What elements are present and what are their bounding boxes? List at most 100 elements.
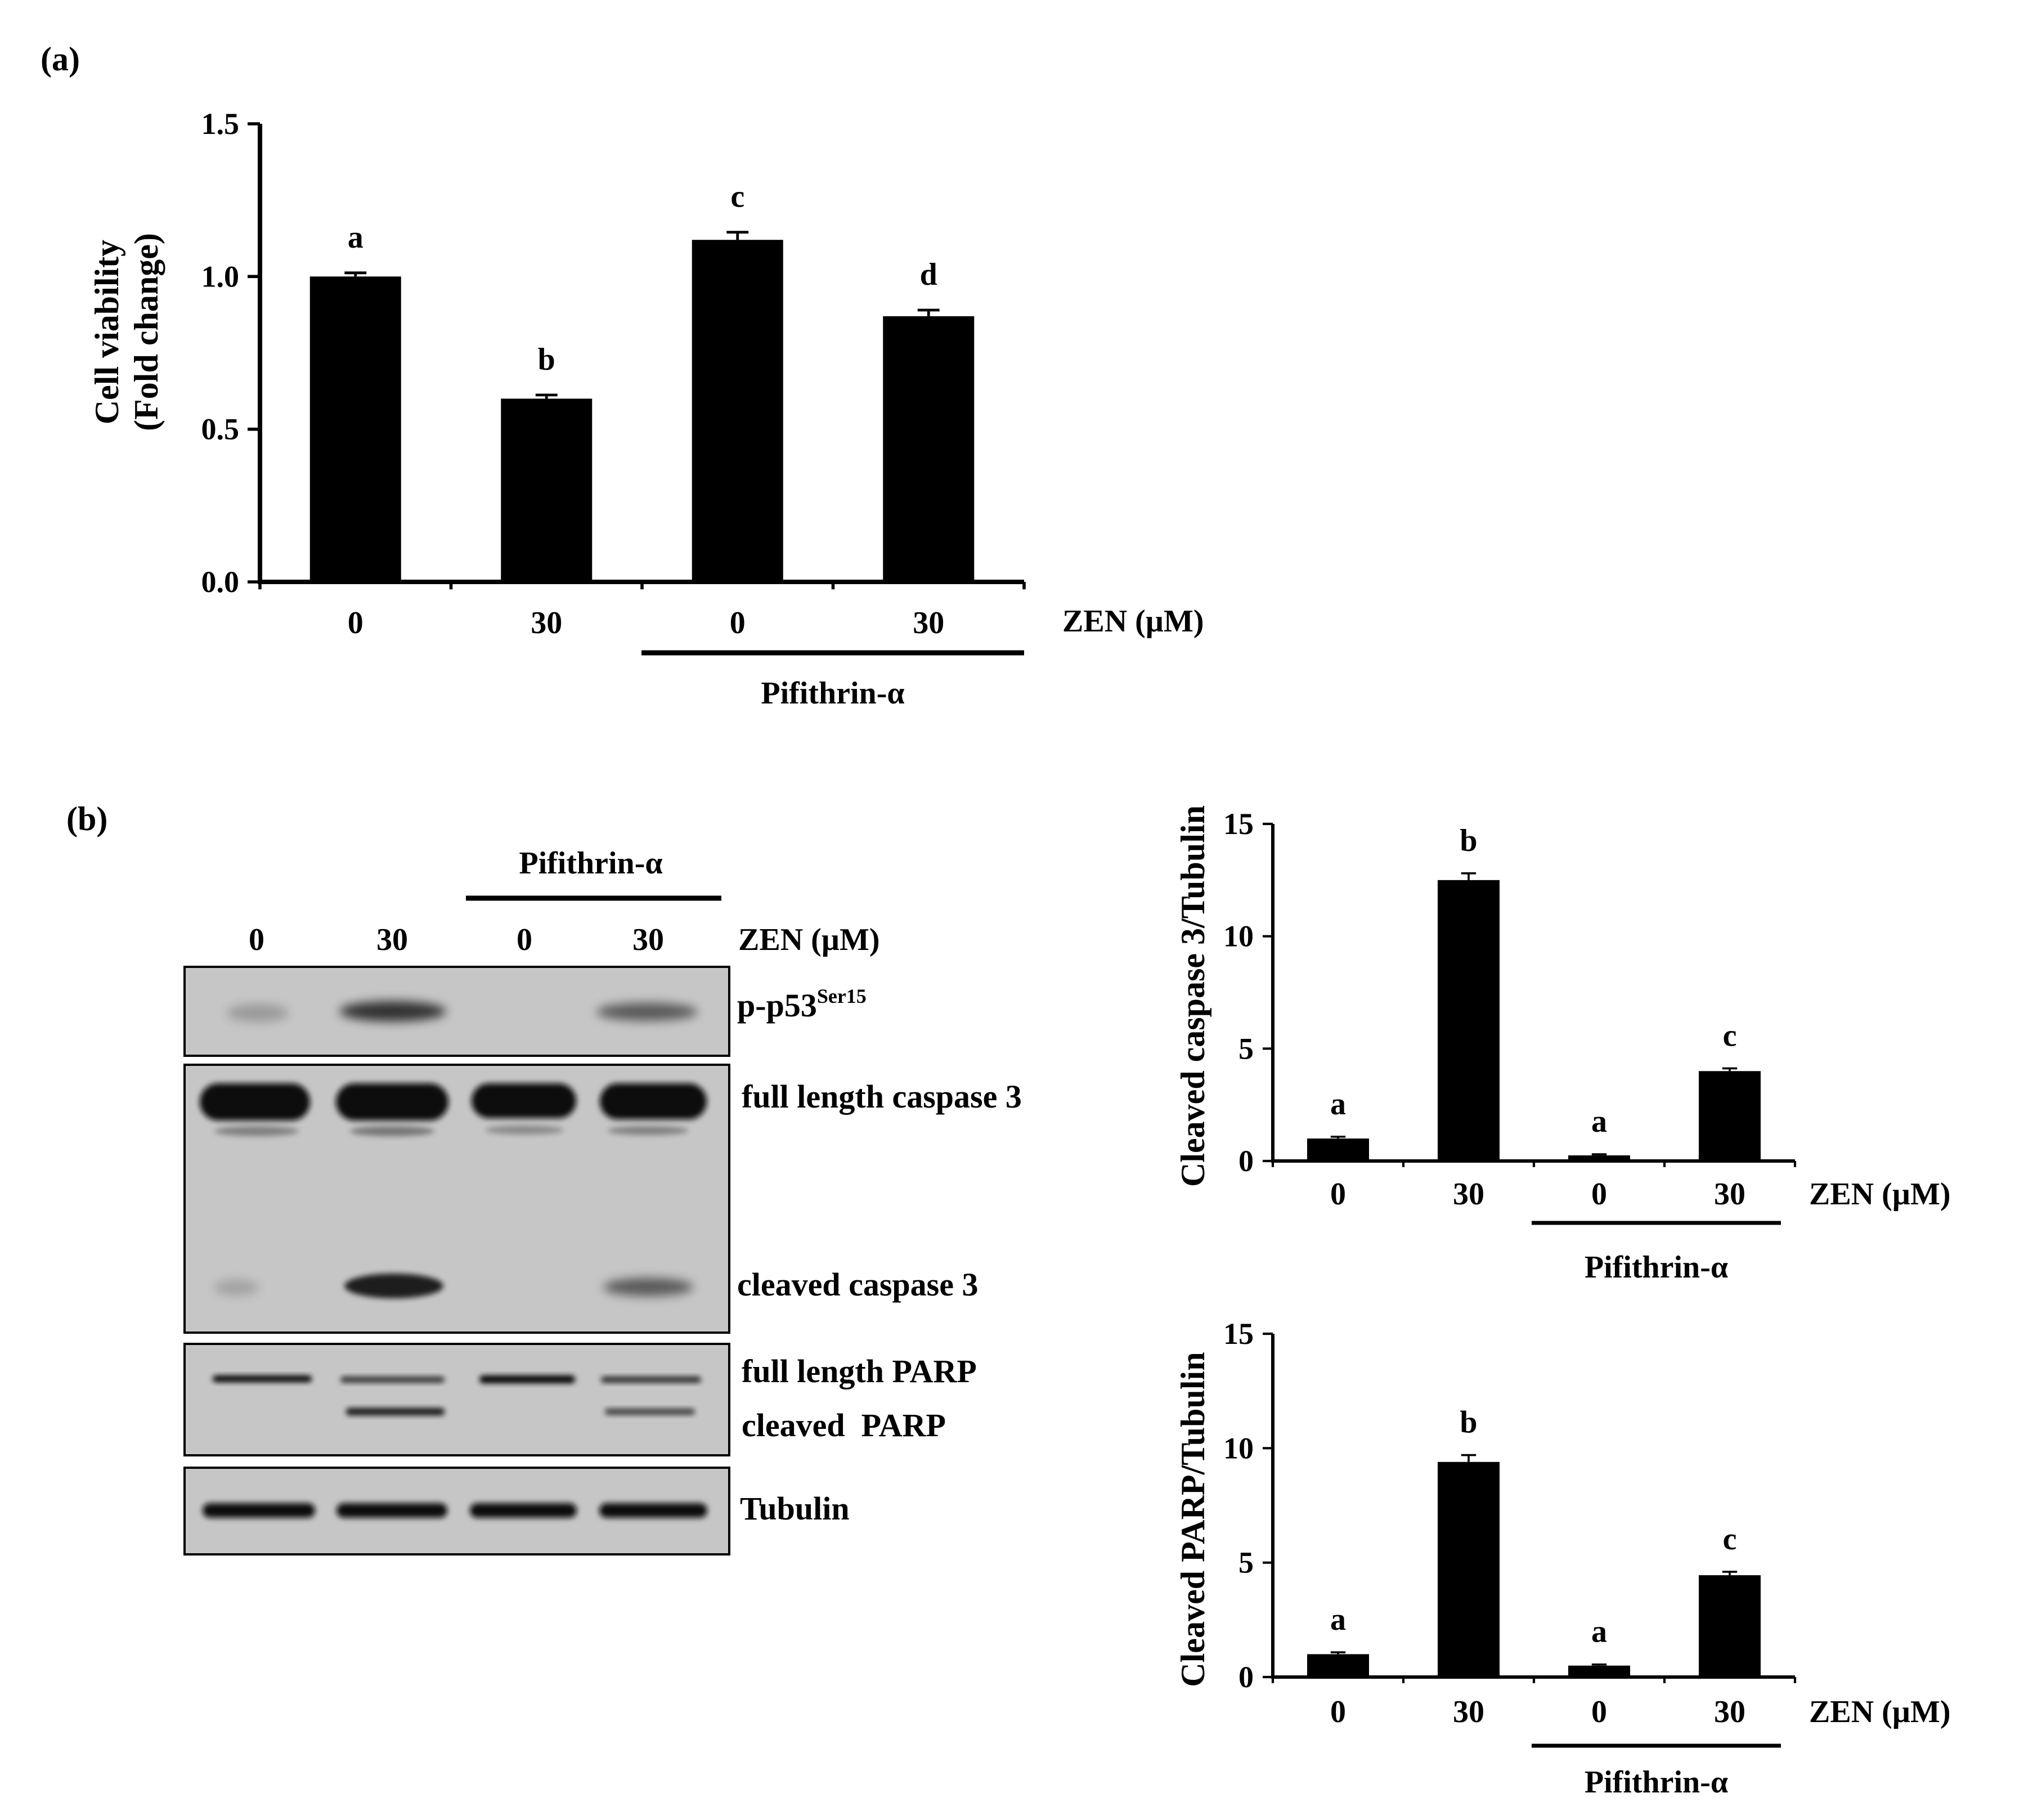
blot-label-tubulin: Tubulin (740, 1490, 850, 1527)
y-tick-label: 15 (1223, 807, 1254, 841)
blot-band (214, 1126, 299, 1136)
blot-panel-parp (183, 1343, 730, 1456)
x-tick-label: 0 (348, 606, 363, 640)
significance-label: b (538, 342, 555, 377)
panel-b-label: (b) (66, 800, 107, 837)
x-tick-label: 30 (1453, 1177, 1484, 1212)
y-tick-label: 0.0 (201, 565, 240, 599)
blot-label-cleaved-caspase3: cleaved caspase 3 (737, 1266, 979, 1303)
pifithrin-label: Pifithrin-α (1585, 1765, 1728, 1800)
blot-band (601, 1377, 701, 1383)
blot-band (485, 1126, 564, 1135)
blot-label-full-parp: full length PARP (742, 1353, 977, 1389)
panel-a-label: (a) (41, 41, 80, 78)
x-tick-label: 30 (1453, 1695, 1484, 1729)
blot-lane-label: 30 (632, 922, 664, 957)
significance-label: a (1330, 1602, 1346, 1637)
bar (1438, 880, 1500, 1161)
blot-panel-tubulin (183, 1467, 730, 1555)
x-tick-label: 0 (1330, 1695, 1346, 1729)
pifithrin-label: Pifithrin-α (1585, 1250, 1728, 1285)
significance-label: c (1723, 1018, 1737, 1053)
blot-band (227, 1004, 289, 1022)
cleaved-parp-chart: Cleaved PARP/Tubulin 0 5 10 15 a 0 b 30 a 0 c 30 ZEN… (1174, 1317, 1951, 1800)
significance-label: b (1460, 1405, 1477, 1440)
western-blot: Pifithrin-α 0 30 0 30 ZEN (µM) p-p53Ser1… (183, 846, 1022, 1555)
bar (692, 240, 783, 582)
blot-band (214, 1280, 259, 1295)
blot-panel-p53 (183, 966, 730, 1057)
y-tick-label: 1.0 (201, 259, 240, 293)
y-tick-label: 0 (1238, 1660, 1254, 1694)
x-tick-label: 30 (913, 606, 944, 640)
blot-band (344, 1274, 443, 1298)
blot-band (608, 1126, 689, 1135)
blot-band (470, 1503, 577, 1518)
x-axis-label: ZEN (µM) (1062, 604, 1204, 639)
cleaved-caspase3-chart: Cleaved caspase 3/Tubulin 0 5 10 15 a 0 b 30 a 0 c… (1174, 805, 1951, 1285)
x-tick-label: 0 (1330, 1177, 1346, 1212)
x-tick-label: 0 (730, 606, 746, 640)
blot-band (336, 1083, 448, 1120)
blot-band (600, 1083, 707, 1119)
blot-zen-label: ZEN (µM) (738, 922, 880, 957)
x-tick-label: 0 (1591, 1695, 1607, 1729)
bar (1699, 1071, 1761, 1161)
blot-label-p53: p-p53Ser15 (737, 985, 867, 1024)
blot-lane-label: 0 (517, 922, 532, 957)
y-axis-label-line1: Cell viability (88, 240, 125, 424)
significance-label: c (730, 180, 744, 214)
blot-band (596, 1003, 698, 1021)
blot-band (603, 1278, 693, 1296)
bar (883, 316, 975, 582)
bar (501, 398, 593, 582)
blot-panel-caspase3 (183, 1064, 730, 1334)
significance-label: a (1591, 1104, 1607, 1139)
bar (1568, 1155, 1630, 1161)
y-axis-label: Cleaved PARP/Tubulin (1174, 1352, 1211, 1687)
x-axis-label: ZEN (µM) (1809, 1695, 1951, 1729)
x-tick-label: 30 (1714, 1695, 1745, 1729)
bar (1568, 1665, 1630, 1677)
x-tick-label: 30 (531, 606, 562, 640)
blot-band (203, 1503, 315, 1518)
bar (1307, 1654, 1369, 1677)
y-axis-label: Cell viability (Fold change) (88, 233, 165, 431)
blot-band (605, 1409, 695, 1415)
blot-band (472, 1083, 576, 1118)
bar (309, 276, 401, 582)
y-tick-label: 0 (1238, 1144, 1254, 1178)
significance-label: a (1591, 1615, 1607, 1649)
y-tick-label: 5 (1238, 1032, 1254, 1065)
pifithrin-label: Pifithrin-α (761, 676, 904, 711)
y-axis-label: Cleaved caspase 3/Tubulin (1174, 805, 1211, 1187)
significance-label: a (348, 220, 363, 255)
blot-band (200, 1083, 310, 1120)
significance-label: d (920, 257, 937, 292)
blot-band (350, 1126, 434, 1136)
y-tick-label: 10 (1223, 920, 1254, 953)
blot-band (340, 1377, 445, 1383)
y-tick-label: 0.5 (201, 413, 240, 446)
blot-band (599, 1503, 707, 1518)
significance-label: b (1460, 823, 1477, 858)
x-tick-label: 30 (1714, 1177, 1745, 1212)
blot-band (336, 1503, 447, 1518)
blot-pifithrin-label: Pifithrin-α (519, 846, 662, 881)
blot-band (479, 1375, 575, 1383)
x-tick-label: 0 (1591, 1177, 1607, 1212)
blot-lane-label: 0 (249, 922, 264, 957)
blot-label-full-caspase3: full length caspase 3 (742, 1078, 1022, 1115)
y-tick-label: 15 (1223, 1317, 1254, 1351)
blot-label-cleaved-parp: cleaved PARP (742, 1407, 946, 1444)
blot-band (339, 1001, 446, 1021)
bar (1438, 1462, 1500, 1677)
y-axis-label-line2: (Fold change) (128, 233, 165, 431)
bar (1699, 1575, 1761, 1677)
blot-band (346, 1408, 445, 1415)
bar (1307, 1138, 1369, 1161)
significance-label: c (1723, 1522, 1737, 1557)
y-tick-label: 10 (1223, 1431, 1254, 1465)
significance-label: a (1330, 1087, 1346, 1122)
